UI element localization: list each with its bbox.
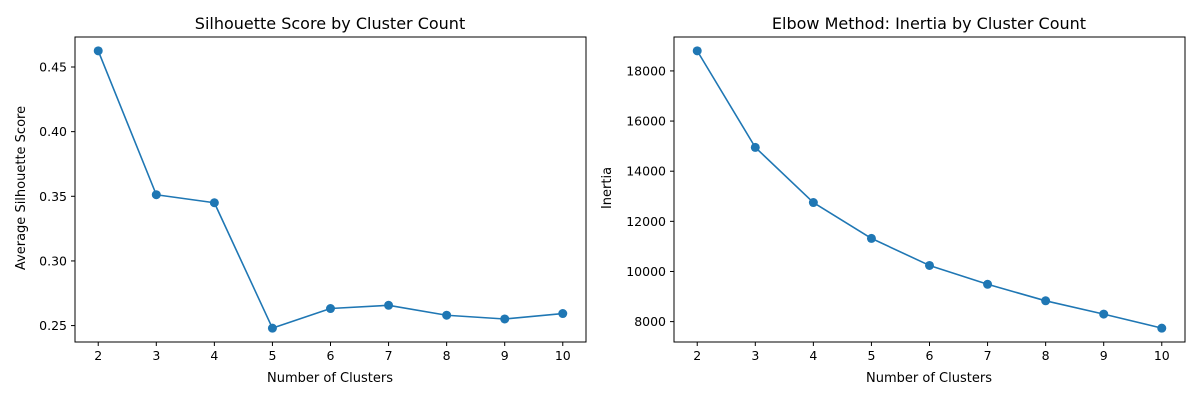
silhouette-data-point <box>209 198 219 208</box>
silhouette-data-point <box>442 310 452 320</box>
silhouette-x-tick-label: 10 <box>555 348 571 363</box>
silhouette-x-tick-label: 4 <box>210 348 218 363</box>
inertia-x-tick-label: 10 <box>1154 348 1170 363</box>
silhouette-y-tick-label: 0.45 <box>39 59 67 74</box>
inertia-y-tick-label: 16000 <box>626 114 666 129</box>
inertia-x-tick-label: 6 <box>926 348 934 363</box>
inertia-chart: Elbow Method: Inertia by Cluster Count 2… <box>600 14 1186 386</box>
silhouette-chart: Silhouette Score by Cluster Count 2 3 4 5 6 7… <box>14 14 587 386</box>
inertia-data-point <box>1041 296 1051 306</box>
inertia-data-point <box>1157 323 1167 333</box>
inertia-data-point <box>808 198 818 208</box>
silhouette-x-tick-label: 9 <box>501 348 509 363</box>
inertia-x-tick-label: 4 <box>809 348 817 363</box>
inertia-x-tick-label: 8 <box>1042 348 1050 363</box>
silhouette-y-tick-label: 0.35 <box>39 189 67 204</box>
silhouette-data-point <box>384 300 394 310</box>
inertia-x-tick-label: 5 <box>867 348 875 363</box>
inertia-data-point <box>1099 309 1109 319</box>
inertia-x-tick-label: 7 <box>984 348 992 363</box>
silhouette-data-point <box>151 190 161 200</box>
silhouette-x-tick-label: 8 <box>443 348 451 363</box>
inertia-y-tick-label: 8000 <box>634 314 666 329</box>
inertia-x-tick-label: 3 <box>751 348 759 363</box>
silhouette-y-tick-label: 0.40 <box>39 124 67 139</box>
silhouette-data-point <box>558 309 568 319</box>
silhouette-chart-title: Silhouette Score by Cluster Count <box>195 14 465 33</box>
inertia-y-tick-label: 12000 <box>626 214 666 229</box>
inertia-data-point <box>692 46 702 56</box>
silhouette-x-tick-label: 7 <box>385 348 393 363</box>
silhouette-y-tick-label: 0.30 <box>39 253 67 268</box>
silhouette-y-axis-label: Average Silhouette Score <box>14 106 29 270</box>
silhouette-x-axis-label: Number of Clusters <box>267 371 393 386</box>
inertia-y-tick-label: 10000 <box>626 264 666 279</box>
silhouette-x-tick-label: 3 <box>152 348 160 363</box>
inertia-data-point <box>866 233 876 243</box>
inertia-x-tick-label: 9 <box>1100 348 1108 363</box>
inertia-x-tick-label: 2 <box>693 348 701 363</box>
inertia-x-axis-label: Number of Clusters <box>866 371 992 386</box>
silhouette-x-tick-label: 5 <box>268 348 276 363</box>
silhouette-x-tick-label: 2 <box>94 348 102 363</box>
silhouette-plot-area: 2 3 4 5 6 7 8 9 10 0.25 0.30 0.35 0.40 0.45 <box>39 36 587 363</box>
inertia-y-axis-label: Inertia <box>600 167 615 209</box>
silhouette-y-tick-label: 0.25 <box>39 318 67 333</box>
silhouette-x-tick-label: 6 <box>327 348 335 363</box>
inertia-plot-area: 2 3 4 5 6 7 8 9 10 8000 10000 12000 14000 16000 18000 <box>626 36 1186 363</box>
inertia-y-tick-label: 14000 <box>626 164 666 179</box>
inertia-y-tick-label: 18000 <box>626 63 666 78</box>
silhouette-data-point <box>93 46 103 56</box>
inertia-data-point <box>750 142 760 152</box>
inertia-data-point <box>925 260 934 270</box>
inertia-chart-title: Elbow Method: Inertia by Cluster Count <box>772 14 1086 33</box>
silhouette-data-point <box>326 304 335 314</box>
inertia-data-point <box>983 279 993 289</box>
silhouette-data-point <box>267 323 277 333</box>
silhouette-data-point <box>500 314 510 324</box>
